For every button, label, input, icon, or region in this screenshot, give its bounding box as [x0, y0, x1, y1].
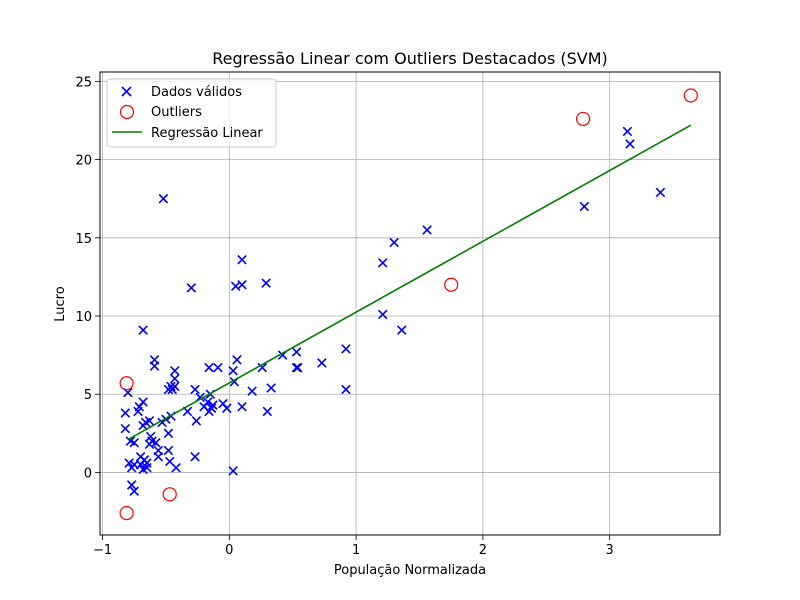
valid-data-point — [377, 258, 388, 268]
valid-data-point — [204, 362, 214, 373]
valid-data-point — [190, 452, 200, 462]
valid-data-point — [158, 193, 169, 204]
valid-data-point — [134, 401, 145, 412]
valid-data-point — [655, 187, 666, 198]
valid-data-point — [163, 428, 174, 439]
valid-data-point — [126, 462, 137, 473]
valid-data-point — [232, 355, 242, 365]
valid-data-point — [257, 362, 268, 373]
valid-data-point — [341, 384, 351, 395]
y-tick-label: 5 — [84, 388, 92, 403]
valid-data-point — [422, 225, 432, 235]
legend-marker-outlier — [119, 104, 135, 120]
x-tick-label: 2 — [479, 543, 487, 558]
y-tick-label: 10 — [75, 310, 92, 325]
legend-box — [106, 78, 277, 148]
legend: Dados válidos Outliers Regressão Linear — [106, 78, 277, 148]
valid-data-point — [163, 445, 174, 456]
x-axis-label: População Normalizada — [334, 563, 486, 578]
valid-data-point — [151, 437, 161, 448]
grid — [100, 72, 720, 535]
plot-area — [119, 88, 698, 521]
valid-data-point — [291, 362, 302, 373]
legend-label-outlier: Outliers — [151, 105, 202, 120]
y-axis-label: Lucro — [53, 286, 68, 321]
valid-data-point — [389, 237, 399, 248]
valid-data-point — [144, 416, 155, 426]
valid-data-point — [228, 365, 238, 376]
y-tick-label: 15 — [75, 232, 92, 247]
valid-data-point — [120, 423, 131, 434]
legend-marker-valid — [121, 86, 132, 97]
valid-data-point — [261, 278, 271, 288]
outlier-point — [119, 506, 134, 521]
x-tick-label: −1 — [93, 543, 112, 558]
valid-data-point — [171, 462, 181, 473]
x-tick-label: 3 — [606, 543, 614, 558]
valid-data-point — [170, 365, 180, 376]
valid-data-point — [341, 344, 351, 354]
valid-data-point — [186, 283, 197, 293]
outlier-point — [683, 88, 698, 103]
outlier-point — [444, 277, 459, 292]
valid-data-point — [625, 139, 635, 149]
valid-data-point — [138, 325, 148, 335]
valid-data-point — [237, 401, 247, 412]
valid-data-point — [120, 408, 131, 418]
chart-title: Regressão Linear com Outliers Destacados… — [212, 49, 608, 68]
valid-data-point — [377, 309, 388, 320]
outlier-point — [119, 376, 134, 391]
valid-data-point — [266, 383, 276, 393]
valid-data-point — [291, 347, 302, 357]
valid-data-point — [138, 420, 148, 431]
valid-data-point — [213, 362, 223, 373]
valid-data-point — [142, 462, 152, 473]
y-tick-label: 0 — [84, 466, 92, 481]
valid-data-point — [203, 397, 213, 407]
legend-label-regression: Regressão Linear — [151, 126, 263, 141]
valid-data-point — [317, 358, 327, 368]
valid-data-point — [170, 381, 180, 392]
legend-label-valid: Dados válidos — [151, 85, 242, 100]
valid-data-point — [163, 384, 174, 395]
x-tick-label: 0 — [225, 543, 233, 558]
outlier-point — [162, 487, 177, 502]
valid-data-point — [222, 403, 232, 414]
valid-data-point — [126, 480, 137, 490]
regression-line — [127, 124, 692, 441]
valid-data-point — [170, 373, 180, 384]
valid-data-point — [149, 361, 160, 371]
valid-data-point — [206, 403, 217, 414]
valid-data-point — [622, 126, 633, 137]
valid-data-point — [129, 486, 139, 496]
x-tick-label: 1 — [352, 543, 360, 558]
valid-data-point — [191, 416, 202, 426]
axis-ticks: −1 0 1 2 3 0 5 10 15 20 25 — [75, 75, 613, 558]
axes-frame — [99, 71, 721, 536]
valid-data-point — [190, 384, 200, 395]
y-tick-label: 20 — [75, 154, 92, 169]
valid-data-point — [237, 279, 247, 290]
valid-data-point — [124, 458, 134, 468]
valid-data-point — [579, 201, 590, 212]
valid-data-point — [262, 406, 273, 417]
valid-data-point — [228, 466, 238, 476]
valid-data-point — [129, 437, 139, 448]
valid-data-point — [153, 452, 164, 462]
valid-data-point — [396, 325, 407, 335]
valid-data-point — [237, 254, 247, 265]
outlier-point — [575, 111, 591, 127]
valid-data-point — [293, 362, 303, 373]
valid-data-point — [208, 400, 218, 410]
y-tick-label: 25 — [75, 75, 92, 90]
valid-data-point — [247, 386, 257, 396]
